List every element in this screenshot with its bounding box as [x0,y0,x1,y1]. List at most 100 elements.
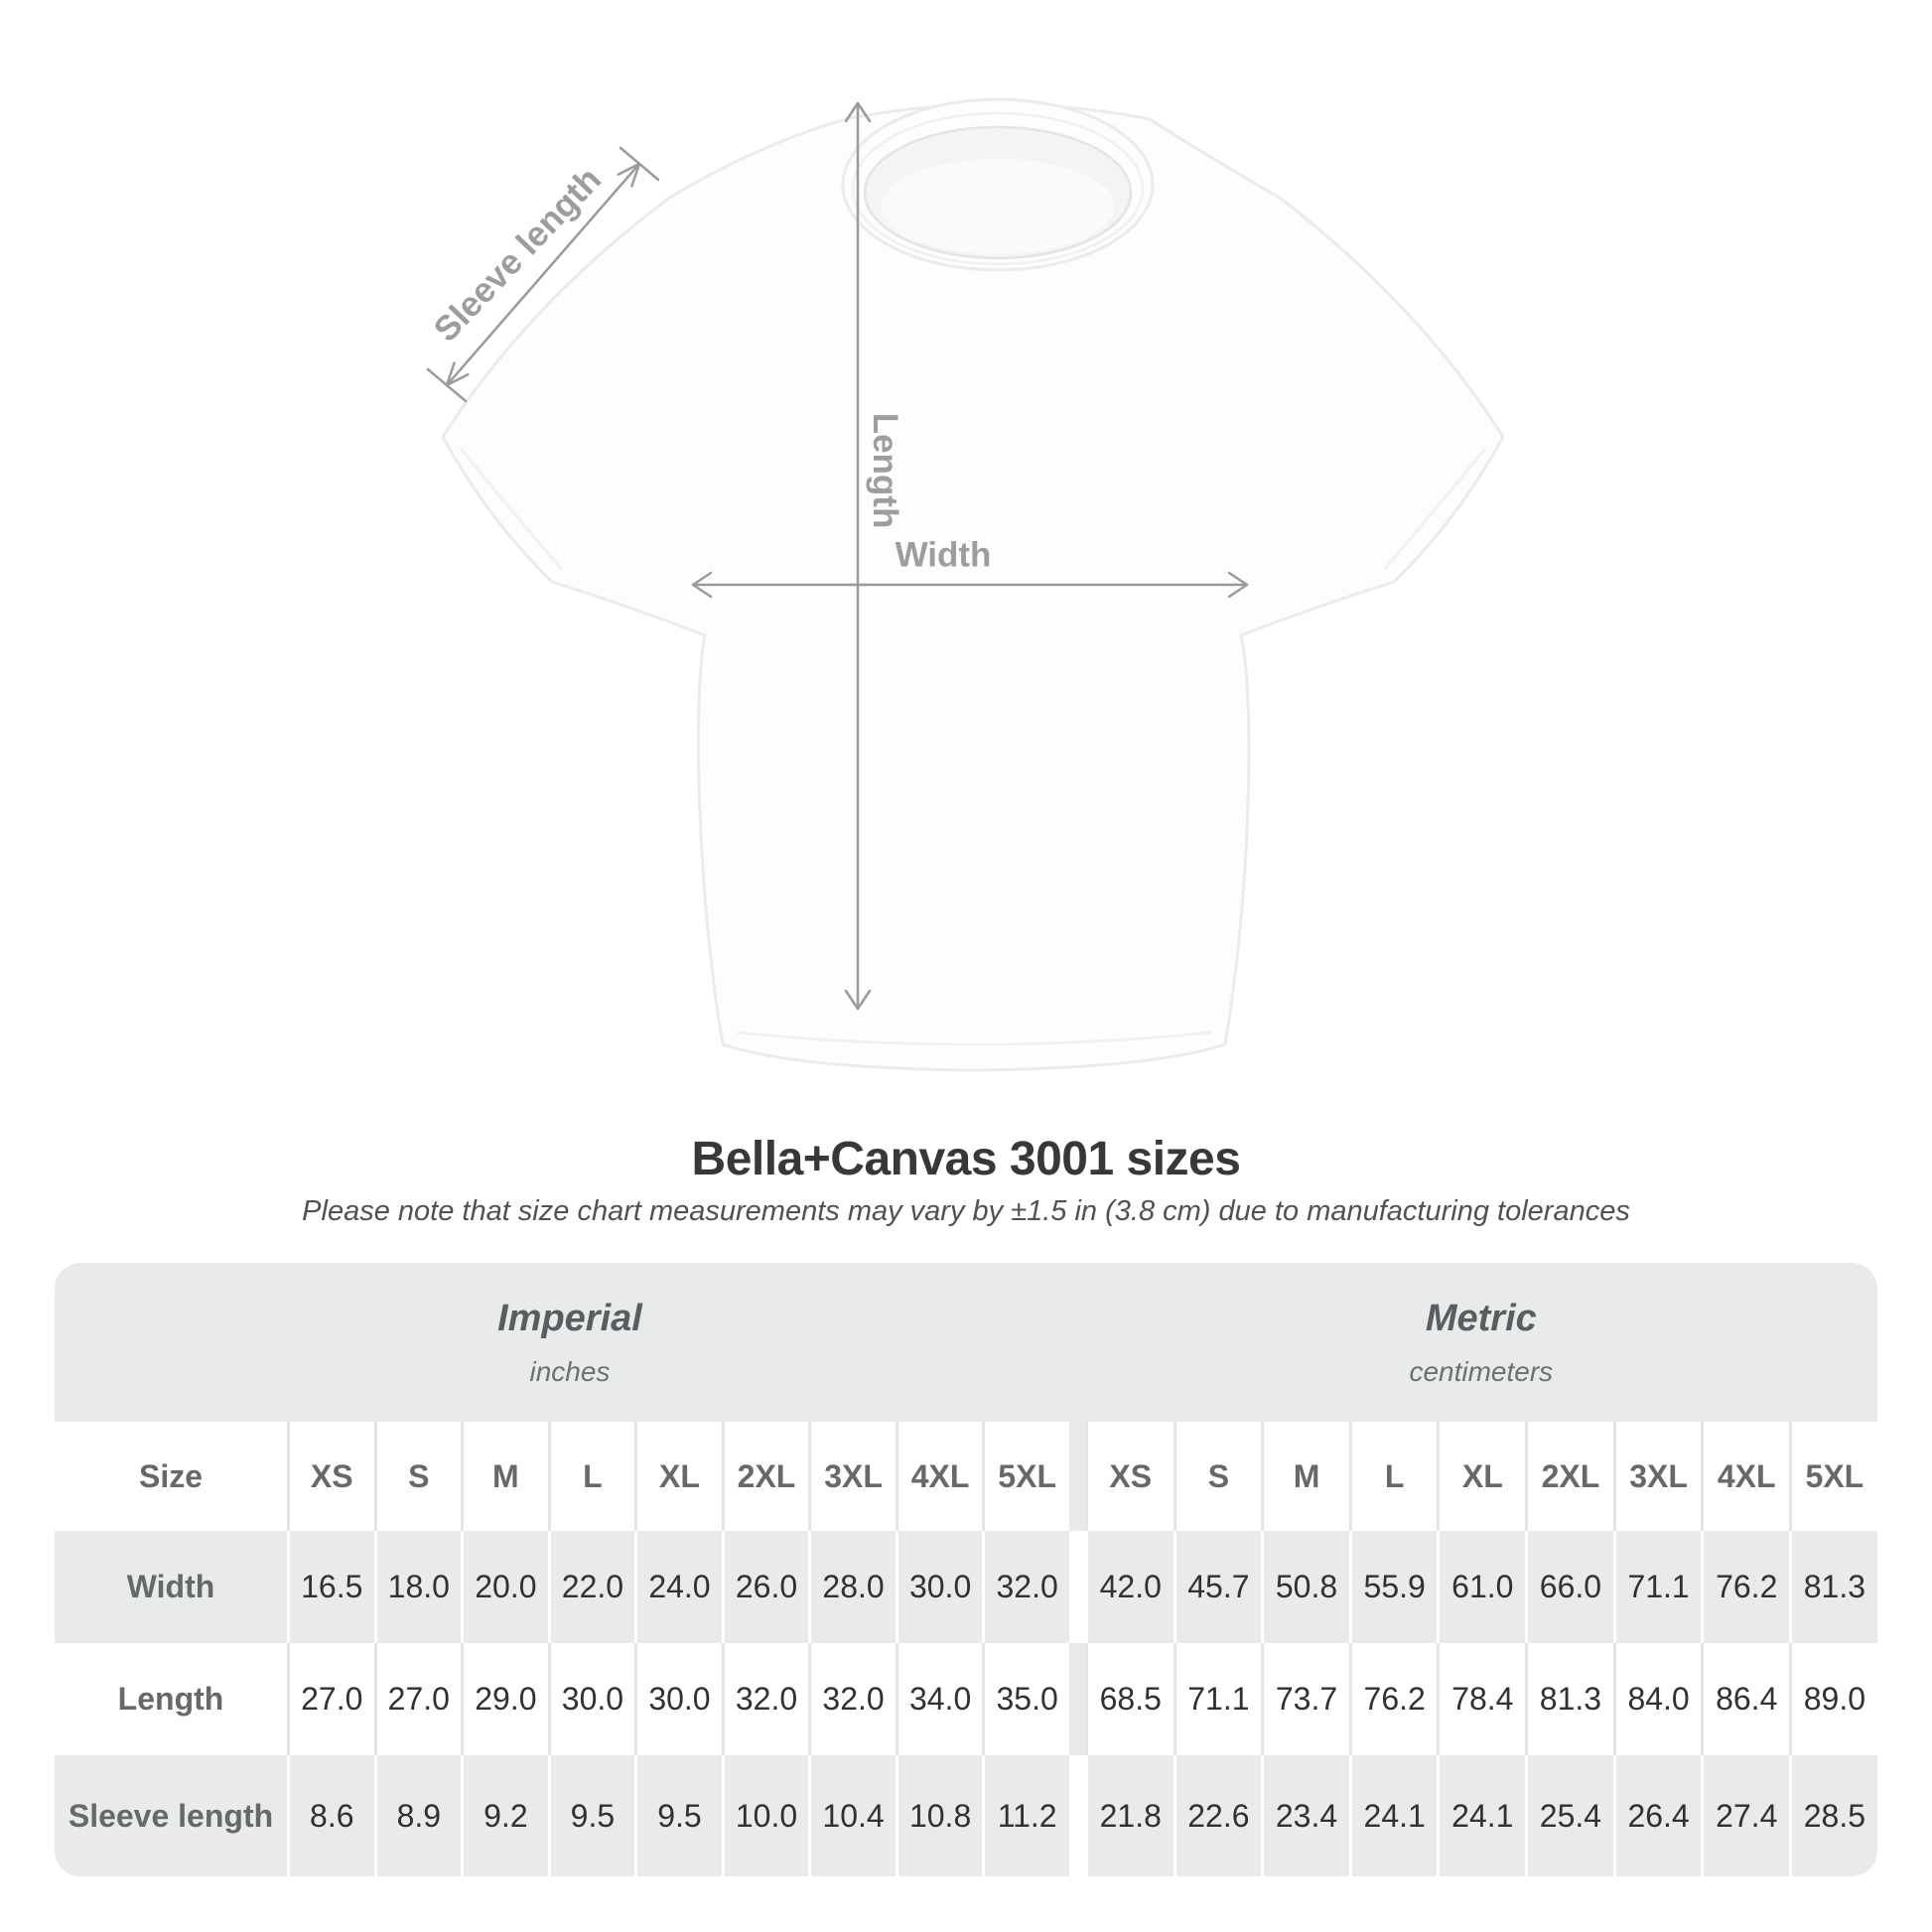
size-header-cell: 5XL [1789,1422,1877,1531]
size-column-header: Size [55,1422,287,1531]
value-cell: 29.0 [461,1643,548,1755]
sleeve-arrow-head-bottom [445,361,470,387]
size-header-cell: 2XL [721,1422,809,1531]
value-cell: 18.0 [373,1531,462,1643]
collar-inner-highlight [881,159,1115,254]
value-cell: 86.4 [1701,1643,1790,1755]
value-cell: 35.0 [982,1643,1069,1755]
tshirt-graphic [441,97,1505,1072]
row-label: Width [55,1531,287,1643]
value-cell: 23.4 [1261,1755,1349,1876]
value-cell: 26.4 [1612,1755,1702,1876]
row-label: Sleeve length [55,1755,287,1876]
row-label: Length [55,1643,287,1755]
value-cell: 66.0 [1525,1531,1613,1643]
value-cell: 24.1 [1348,1755,1438,1876]
measurement-arrows [426,101,1249,1011]
group-gap [1068,1755,1085,1876]
value-cell: 78.4 [1437,1643,1526,1755]
size-table: Imperial inches Metric centimeters Size X… [55,1263,1877,1876]
group-gap [1068,1422,1085,1531]
value-cell: 11.2 [982,1755,1069,1876]
width-label: Width [896,535,992,574]
value-cell: 32.0 [808,1643,896,1755]
width-arrow-head-left [691,571,713,599]
hem-seam [736,1031,1212,1046]
width-arrow-head-right [1227,571,1249,599]
tolerance-note: Please note that size chart measurements… [302,1195,1630,1227]
value-cell: 8.9 [373,1755,462,1876]
value-cell: 81.3 [1789,1531,1877,1643]
value-cell: 42.0 [1084,1531,1173,1643]
value-cell: 34.0 [895,1643,983,1755]
value-cell: 10.4 [808,1755,896,1876]
metric-group-unit: centimeters [1409,1355,1554,1387]
value-cell: 9.2 [461,1755,548,1876]
size-header-cell: M [1261,1422,1349,1531]
imperial-group-header: Imperial inches [55,1263,1085,1422]
value-cell: 10.0 [721,1755,809,1876]
value-cell: 28.5 [1789,1755,1877,1876]
group-gap [1068,1531,1085,1643]
size-header-cell: 4XL [895,1422,983,1531]
value-cell: 21.8 [1084,1755,1173,1876]
value-cell: 76.2 [1701,1531,1790,1643]
size-header-cell: XS [1084,1422,1173,1531]
value-cell: 32.0 [721,1643,809,1755]
value-cell: 68.5 [1084,1643,1173,1755]
value-cell: 10.8 [895,1755,983,1876]
value-cell: 20.0 [461,1531,548,1643]
value-cell: 84.0 [1612,1643,1702,1755]
tshirt-body [441,102,1505,1072]
size-header-cell: L [547,1422,635,1531]
value-cell: 27.0 [373,1643,462,1755]
value-cell: 25.4 [1525,1755,1613,1876]
size-header-cell: S [373,1422,462,1531]
metric-group-header: Metric centimeters [1084,1263,1877,1422]
value-cell: 30.0 [634,1643,722,1755]
value-cell: 76.2 [1348,1643,1438,1755]
size-header-cell: S [1173,1422,1262,1531]
value-cell: 73.7 [1261,1643,1349,1755]
group-gap [1068,1643,1085,1755]
metric-group-label: Metric [1425,1297,1537,1339]
size-header-cell: XL [1437,1422,1526,1531]
size-header-cell: 5XL [982,1422,1069,1531]
value-cell: 24.0 [634,1531,722,1643]
page-title: Bella+Canvas 3001 sizes [691,1133,1241,1185]
value-cell: 9.5 [634,1755,722,1876]
size-header-cell: M [461,1422,548,1531]
value-cell: 61.0 [1437,1531,1526,1643]
size-header-cell: 3XL [808,1422,896,1531]
sleeve-arrow-line [445,162,641,387]
value-cell: 16.5 [287,1531,374,1643]
value-cell: 50.8 [1261,1531,1349,1643]
size-header-cell: XL [634,1422,722,1531]
value-cell: 30.0 [547,1643,635,1755]
value-cell: 28.0 [808,1531,896,1643]
imperial-group-unit: inches [529,1355,611,1387]
value-cell: 22.0 [547,1531,635,1643]
value-cell: 24.1 [1437,1755,1526,1876]
value-cell: 81.3 [1525,1643,1613,1755]
size-header-cell: 2XL [1525,1422,1613,1531]
left-cuff-seam [459,448,564,571]
value-cell: 26.0 [721,1531,809,1643]
size-header-cell: 4XL [1701,1422,1790,1531]
length-label: Length [866,413,904,529]
value-cell: 30.0 [895,1531,983,1643]
size-header-cell: XS [287,1422,374,1531]
length-arrow-head-bottom [844,989,872,1011]
value-cell: 45.7 [1173,1531,1262,1643]
value-cell: 71.1 [1173,1643,1262,1755]
size-header-cell: 3XL [1612,1422,1702,1531]
sleeve-arrow-head-top [617,162,641,188]
length-arrow-head-top [844,101,872,123]
collar-rib-seam [851,111,1145,266]
value-cell: 9.5 [547,1755,635,1876]
value-cell: 27.4 [1701,1755,1790,1876]
right-cuff-seam [1382,448,1487,571]
value-cell: 89.0 [1789,1643,1877,1755]
